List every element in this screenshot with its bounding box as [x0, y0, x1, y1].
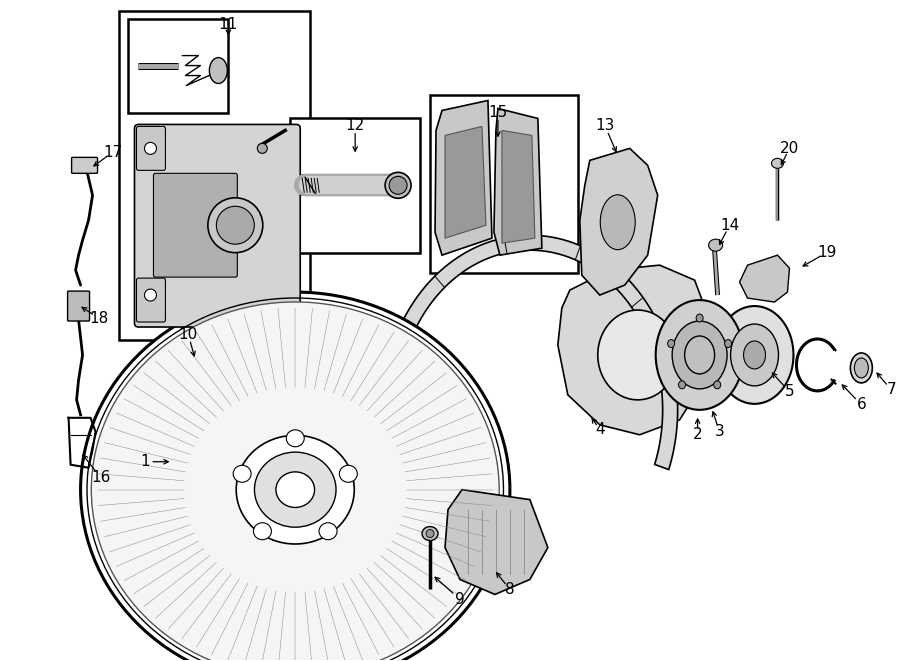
Text: 2: 2: [693, 427, 702, 442]
Text: 15: 15: [489, 105, 508, 120]
Ellipse shape: [771, 159, 784, 169]
Ellipse shape: [257, 143, 267, 153]
Text: 6: 6: [857, 397, 866, 412]
Polygon shape: [558, 265, 709, 435]
Polygon shape: [502, 130, 535, 243]
Ellipse shape: [743, 341, 766, 369]
Polygon shape: [382, 235, 678, 522]
Ellipse shape: [716, 306, 794, 404]
Ellipse shape: [685, 336, 715, 374]
Ellipse shape: [145, 289, 157, 301]
Ellipse shape: [679, 381, 686, 389]
Ellipse shape: [145, 142, 157, 155]
Polygon shape: [435, 100, 492, 255]
Ellipse shape: [600, 195, 635, 250]
Ellipse shape: [850, 353, 872, 383]
Text: 18: 18: [89, 311, 108, 325]
Ellipse shape: [672, 321, 727, 389]
FancyBboxPatch shape: [68, 291, 90, 321]
Ellipse shape: [854, 358, 868, 378]
FancyBboxPatch shape: [430, 95, 578, 273]
Text: 16: 16: [91, 470, 110, 485]
FancyBboxPatch shape: [72, 157, 97, 173]
FancyBboxPatch shape: [290, 118, 420, 253]
Ellipse shape: [668, 340, 675, 348]
Text: 8: 8: [505, 582, 515, 597]
FancyBboxPatch shape: [137, 278, 166, 322]
Ellipse shape: [389, 176, 407, 194]
Text: 12: 12: [346, 118, 365, 133]
Ellipse shape: [708, 239, 723, 251]
Ellipse shape: [731, 324, 778, 386]
Text: 1: 1: [140, 454, 150, 469]
Ellipse shape: [236, 436, 355, 544]
Text: 9: 9: [455, 592, 465, 607]
Polygon shape: [740, 255, 789, 302]
Ellipse shape: [385, 173, 411, 198]
Text: 4: 4: [595, 422, 605, 438]
Ellipse shape: [254, 523, 272, 540]
Ellipse shape: [286, 430, 304, 447]
FancyBboxPatch shape: [119, 11, 310, 340]
Ellipse shape: [210, 58, 228, 83]
Polygon shape: [580, 148, 658, 295]
Polygon shape: [445, 490, 548, 594]
Text: 11: 11: [219, 17, 238, 32]
Ellipse shape: [714, 381, 721, 389]
Text: 19: 19: [818, 245, 837, 260]
Ellipse shape: [216, 206, 255, 244]
Ellipse shape: [724, 340, 732, 348]
Text: 20: 20: [780, 141, 799, 156]
FancyBboxPatch shape: [134, 124, 301, 327]
Ellipse shape: [276, 472, 315, 508]
Text: 5: 5: [785, 384, 795, 399]
Ellipse shape: [81, 292, 510, 661]
Ellipse shape: [255, 452, 336, 527]
Ellipse shape: [320, 523, 337, 540]
Ellipse shape: [426, 529, 434, 537]
Ellipse shape: [598, 310, 678, 400]
Ellipse shape: [696, 314, 703, 322]
Ellipse shape: [656, 300, 743, 410]
Polygon shape: [494, 108, 542, 255]
Ellipse shape: [422, 527, 438, 541]
Ellipse shape: [233, 465, 251, 483]
FancyBboxPatch shape: [129, 19, 229, 114]
Polygon shape: [445, 126, 486, 238]
Text: 17: 17: [103, 145, 122, 160]
FancyBboxPatch shape: [137, 126, 166, 171]
Text: 10: 10: [179, 327, 198, 342]
Text: 13: 13: [595, 118, 615, 133]
Text: 7: 7: [886, 382, 896, 397]
Ellipse shape: [208, 198, 263, 253]
Text: 14: 14: [720, 217, 739, 233]
Ellipse shape: [339, 465, 357, 483]
Text: 3: 3: [715, 424, 724, 440]
Ellipse shape: [91, 302, 500, 661]
FancyBboxPatch shape: [154, 173, 238, 277]
